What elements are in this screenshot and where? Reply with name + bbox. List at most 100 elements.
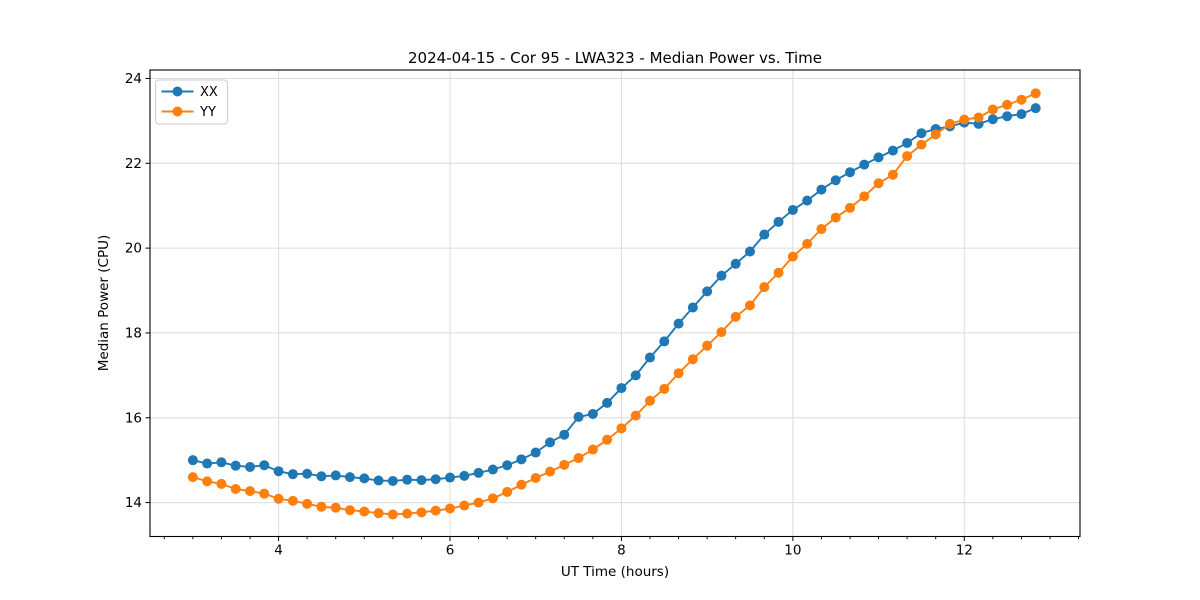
data-point-XX	[1016, 109, 1027, 120]
data-point-XX	[987, 114, 998, 125]
data-point-YY	[816, 224, 827, 235]
data-point-YY	[416, 507, 427, 518]
data-point-YY	[916, 139, 927, 150]
data-point-YY	[259, 488, 270, 499]
data-point-XX	[273, 466, 284, 477]
x-tick-label: 10	[784, 543, 801, 559]
data-point-YY	[602, 434, 613, 445]
data-point-YY	[302, 498, 313, 509]
data-point-YY	[445, 503, 455, 514]
data-point-XX	[716, 270, 727, 281]
data-point-XX	[330, 470, 341, 481]
data-point-XX	[644, 352, 655, 363]
legend-marker-XX	[172, 86, 183, 97]
data-point-XX	[616, 383, 627, 394]
data-point-YY	[973, 112, 984, 123]
data-point-YY	[473, 497, 484, 508]
data-point-XX	[759, 229, 770, 240]
grid-layer	[150, 70, 1080, 537]
data-point-YY	[716, 327, 727, 338]
data-point-YY	[430, 505, 441, 516]
data-point-XX	[859, 159, 870, 170]
data-point-XX	[816, 184, 827, 195]
data-point-YY	[230, 484, 241, 494]
data-point-YY	[773, 267, 784, 278]
data-point-YY	[702, 340, 713, 351]
data-point-YY	[944, 118, 955, 129]
data-point-YY	[644, 395, 655, 406]
data-point-YY	[830, 212, 841, 223]
data-point-XX	[302, 468, 313, 479]
data-point-XX	[573, 411, 584, 422]
data-point-YY	[487, 493, 498, 504]
data-point-XX	[916, 128, 927, 139]
data-point-XX	[730, 258, 741, 269]
data-point-YY	[730, 311, 741, 322]
x-tick-label: 12	[956, 543, 973, 559]
y-tick-label: 16	[125, 410, 142, 426]
data-point-YY	[630, 410, 641, 421]
legend: XX YY	[155, 79, 228, 125]
series-line-XX	[192, 107, 1037, 482]
data-point-YY	[987, 104, 998, 115]
data-point-YY	[516, 479, 527, 490]
data-point-YY	[1002, 99, 1013, 110]
data-point-YY	[802, 238, 813, 249]
tick-layer: 4 6 8 10 12 14 16 18 20 22 24	[125, 71, 1079, 559]
data-point-YY	[330, 502, 341, 513]
data-point-XX	[602, 397, 613, 408]
data-point-XX	[259, 460, 270, 471]
data-point-XX	[630, 370, 641, 381]
data-point-XX	[659, 336, 670, 347]
y-tick-label: 22	[125, 156, 142, 172]
data-point-YY	[359, 506, 370, 517]
series-layer	[187, 88, 1041, 520]
data-point-YY	[687, 354, 698, 365]
data-point-YY	[559, 459, 570, 470]
data-point-XX	[473, 467, 484, 478]
data-point-XX	[802, 195, 813, 206]
data-point-XX	[402, 474, 413, 485]
data-point-XX	[559, 429, 570, 440]
data-point-XX	[1002, 111, 1013, 122]
data-point-XX	[545, 437, 556, 448]
x-axis-label: UT Time (hours)	[561, 564, 669, 580]
data-point-XX	[187, 455, 198, 466]
data-point-YY	[373, 508, 384, 519]
data-point-XX	[873, 152, 884, 163]
plot-border	[149, 69, 1081, 538]
legend-label-XX: XX	[200, 85, 218, 100]
data-point-XX	[216, 457, 227, 468]
data-point-YY	[673, 368, 684, 379]
data-point-XX	[373, 475, 384, 486]
x-tick-label: 8	[617, 543, 626, 559]
data-point-XX	[344, 472, 355, 483]
data-point-XX	[516, 454, 527, 465]
data-point-XX	[459, 470, 470, 481]
data-point-YY	[1030, 88, 1041, 99]
data-point-YY	[245, 486, 256, 497]
y-tick-label: 14	[125, 495, 142, 511]
data-point-XX	[487, 464, 498, 475]
data-point-XX	[230, 460, 241, 471]
y-tick-label: 24	[125, 71, 142, 87]
data-point-YY	[616, 423, 627, 434]
data-point-YY	[959, 114, 970, 125]
data-point-YY	[387, 509, 398, 520]
data-point-XX	[245, 461, 256, 472]
data-point-YY	[787, 251, 798, 262]
data-point-YY	[216, 478, 227, 489]
data-point-XX	[316, 471, 327, 482]
data-point-YY	[530, 472, 541, 483]
legend-marker-YY	[172, 106, 183, 117]
data-point-XX	[387, 475, 398, 486]
data-point-YY	[745, 300, 755, 311]
data-point-XX	[702, 286, 713, 297]
data-point-XX	[416, 475, 427, 486]
data-point-YY	[659, 383, 670, 394]
data-point-XX	[902, 137, 913, 148]
data-point-YY	[459, 500, 470, 511]
y-tick-label: 20	[125, 241, 142, 257]
data-point-XX	[502, 460, 513, 471]
data-point-YY	[930, 129, 941, 140]
